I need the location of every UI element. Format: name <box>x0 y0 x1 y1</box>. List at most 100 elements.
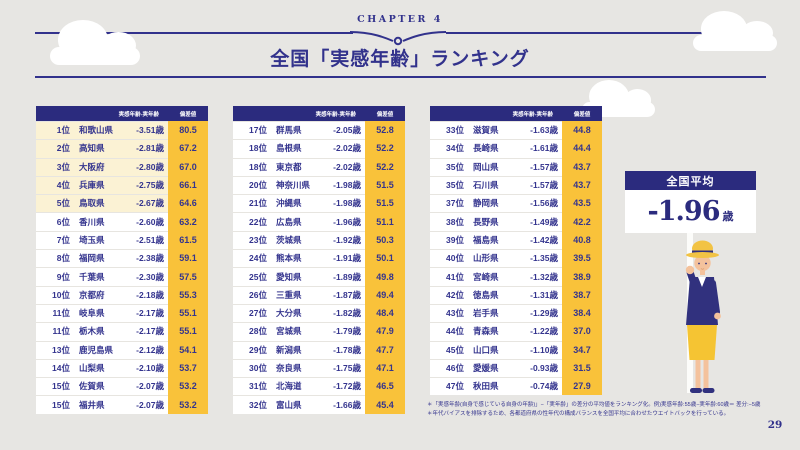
deviation-cell: 43.7 <box>562 157 602 176</box>
deviation-cell: 67.0 <box>168 157 208 176</box>
prefecture-cell: 北海道 <box>276 381 302 392</box>
prefecture-cell: 鳥取県 <box>79 198 105 209</box>
rank-cell: 39位 <box>446 234 464 245</box>
rank-cell: 34位 <box>446 143 464 154</box>
ranking-row: 33位 滋賀県 -1.63歳 44.8 <box>430 121 602 140</box>
deviation-cell: 52.2 <box>365 139 405 158</box>
deviation-cell: 63.2 <box>168 212 208 231</box>
ranking-row: 8位 福岡県 -2.38歳 59.1 <box>36 249 208 268</box>
age-diff-cell: -2.17歳 <box>136 326 164 337</box>
ranking-table-3: 実感年齢-実年齢 偏差値 33位 滋賀県 -1.63歳 44.8 34位 長崎県… <box>430 106 602 396</box>
deviation-cell: 59.1 <box>168 249 208 268</box>
prefecture-cell: 山形県 <box>473 253 499 264</box>
ranking-row: 15位 福井県 -2.07歳 53.2 <box>36 395 208 414</box>
ranking-row: 39位 福島県 -1.42歳 40.8 <box>430 230 602 250</box>
deviation-cell: 34.7 <box>562 340 602 359</box>
age-diff-cell: -3.51歳 <box>136 125 164 136</box>
deviation-column-header: 偏差値 <box>376 111 394 118</box>
table-body: 33位 滋賀県 -1.63歳 44.8 34位 長崎県 -1.61歳 44.4 … <box>430 121 602 396</box>
prefecture-cell: 大阪府 <box>79 161 105 172</box>
age-diff-cell: -2.17歳 <box>136 308 164 319</box>
age-diff-cell: -1.82歳 <box>333 308 361 319</box>
table-header: 実感年齢-実年齢 偏差値 <box>430 106 602 121</box>
deviation-cell: 57.5 <box>168 267 208 286</box>
deviation-cell: 55.3 <box>168 285 208 304</box>
cloud-icon <box>582 79 655 117</box>
ranking-row: 13位 鹿児島県 -2.12歳 54.1 <box>36 340 208 359</box>
rank-cell: 10位 <box>52 289 70 300</box>
national-average-value-box: -1.96 歳 <box>625 190 756 233</box>
ranking-row: 26位 三重県 -1.87歳 49.4 <box>233 285 405 304</box>
rank-cell: 20位 <box>249 180 267 191</box>
age-diff-cell: -1.72歳 <box>333 381 361 392</box>
ranking-row: 32位 富山県 -1.66歳 45.4 <box>233 395 405 414</box>
rank-cell: 41位 <box>446 271 464 282</box>
age-diff-cell: -2.80歳 <box>136 161 164 172</box>
ranking-row: 6位 香川県 -2.60歳 63.2 <box>36 212 208 231</box>
rank-cell: 46位 <box>446 363 464 373</box>
national-average-label: 全国平均 <box>625 171 756 190</box>
prefecture-cell: 兵庫県 <box>79 180 105 191</box>
ranking-row: 29位 新潟県 -1.78歳 47.7 <box>233 340 405 359</box>
rank-cell: 24位 <box>249 253 267 264</box>
prefecture-cell: 広島県 <box>276 216 302 227</box>
age-diff-cell: -0.93歳 <box>530 363 558 373</box>
age-diff-cell: -2.81歳 <box>136 143 164 154</box>
prefecture-cell: 岩手県 <box>473 308 499 319</box>
table-body: 17位 群馬県 -2.05歳 52.8 18位 島根県 -2.02歳 52.2 … <box>233 121 405 414</box>
ranking-row: 30位 奈良県 -1.75歳 47.1 <box>233 358 405 378</box>
prefecture-cell: 福島県 <box>473 234 499 245</box>
rank-cell: 5位 <box>56 198 70 209</box>
deviation-cell: 49.8 <box>365 267 405 286</box>
ranking-row: 18位 島根県 -2.02歳 52.2 <box>233 139 405 158</box>
age-diff-cell: -1.66歳 <box>333 399 361 410</box>
age-diff-cell: -1.63歳 <box>530 125 558 136</box>
age-diff-cell: -1.96歳 <box>333 216 361 227</box>
age-diff-cell: -1.87歳 <box>333 289 361 300</box>
deviation-cell: 52.8 <box>365 121 405 140</box>
prefecture-cell: 長野県 <box>473 216 499 227</box>
prefecture-cell: 茨城県 <box>276 234 302 245</box>
prefecture-cell: 熊本県 <box>276 253 302 264</box>
prefecture-cell: 栃木県 <box>79 326 105 337</box>
age-diff-cell: -1.57歳 <box>530 180 558 191</box>
deviation-cell: 61.5 <box>168 230 208 250</box>
deviation-cell: 47.9 <box>365 322 405 341</box>
footnote-line: ＊「実感年齢(自身で感じている自身の年齢)」−「実年齢」の差分の平均値をランキン… <box>427 402 761 408</box>
deviation-cell: 51.5 <box>365 194 405 213</box>
ranking-row: 18位 東京都 -2.02歳 52.2 <box>233 157 405 176</box>
age-diff-cell: -2.02歳 <box>333 143 361 154</box>
age-diff-cell: -1.78歳 <box>333 344 361 355</box>
rank-cell: 8位 <box>56 253 70 264</box>
rank-cell: 35位 <box>446 180 464 191</box>
ranking-row: 44位 青森県 -1.22歳 37.0 <box>430 322 602 341</box>
prefecture-cell: 長崎県 <box>473 143 499 154</box>
prefecture-cell: 福岡県 <box>79 253 105 264</box>
age-diff-cell: -2.02歳 <box>333 161 361 172</box>
age-diff-cell: -1.49歳 <box>530 216 558 227</box>
age-diff-cell: -1.79歳 <box>333 326 361 337</box>
deviation-cell: 38.4 <box>562 303 602 323</box>
ranking-row: 28位 宮城県 -1.79歳 47.9 <box>233 322 405 341</box>
ranking-row: 38位 長野県 -1.49歳 42.2 <box>430 212 602 231</box>
prefecture-cell: 宮崎県 <box>473 271 499 282</box>
ranking-row: 31位 北海道 -1.72歳 46.5 <box>233 377 405 396</box>
ranking-row: 27位 大分県 -1.82歳 48.4 <box>233 303 405 323</box>
rank-cell: 18位 <box>249 143 267 154</box>
deviation-cell: 53.2 <box>168 377 208 396</box>
rank-cell: 15位 <box>52 381 70 392</box>
rank-cell: 9位 <box>56 271 70 282</box>
rank-cell: 38位 <box>446 216 464 227</box>
ranking-row: 23位 茨城県 -1.92歳 50.3 <box>233 230 405 250</box>
ranking-row: 2位 高知県 -2.81歳 67.2 <box>36 139 208 158</box>
header-rule-right <box>446 32 766 34</box>
page-title: 全国「実感年齢」ランキング <box>270 49 530 70</box>
age-diff-cell: -1.57歳 <box>530 161 558 172</box>
prefecture-cell: 大分県 <box>276 308 302 319</box>
rank-cell: 17位 <box>249 125 267 136</box>
rank-cell: 43位 <box>446 308 464 319</box>
age-diff-cell: -2.10歳 <box>136 363 164 373</box>
ranking-table-1: 実感年齢-実年齢 偏差値 1位 和歌山県 -3.51歳 80.5 2位 高知県 … <box>36 106 208 414</box>
table-header: 実感年齢-実年齢 偏差値 <box>36 106 208 121</box>
page-number: 29 <box>767 419 783 431</box>
